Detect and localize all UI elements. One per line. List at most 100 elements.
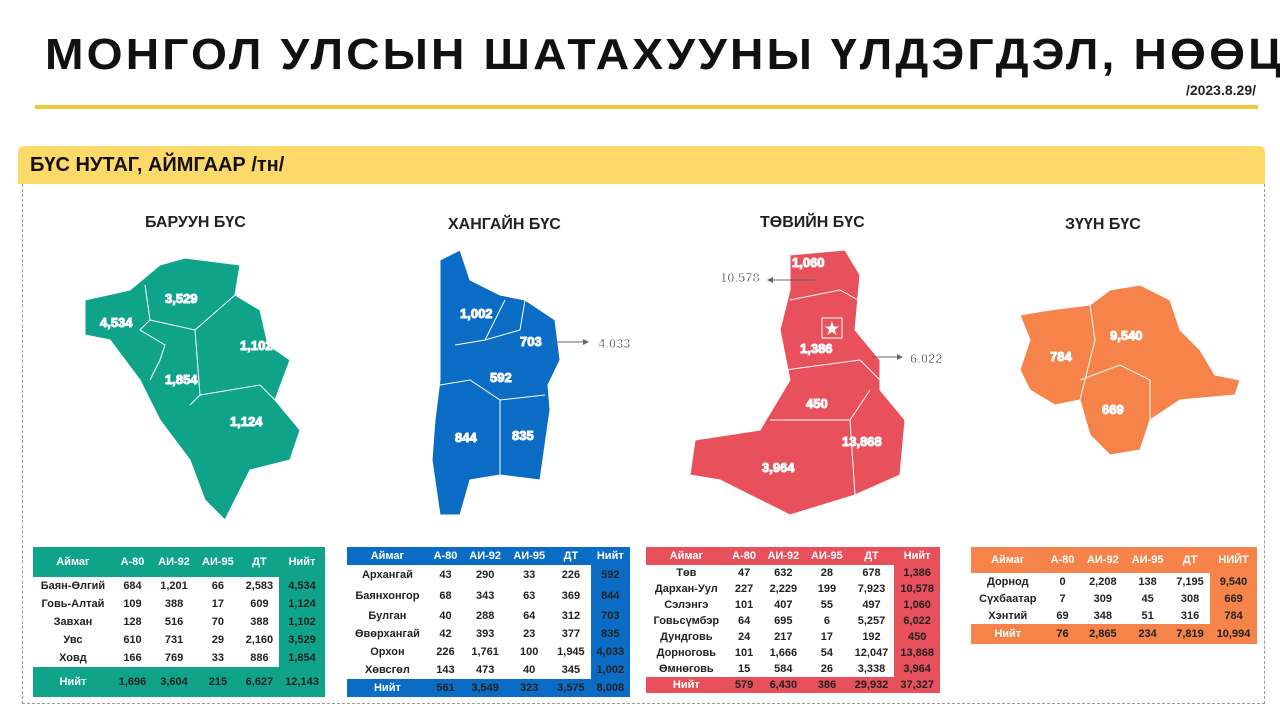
column-header: НИЙТ [1210, 547, 1257, 573]
cell: 2,583 [245, 580, 274, 592]
map-label: 6,022 [910, 351, 943, 366]
total-cell: Нийт [347, 679, 428, 697]
table-row: Төв 47 632 28 678 1,386 [646, 565, 940, 581]
map-label: 1,386 [800, 341, 833, 356]
cell: 3,338 [857, 663, 886, 675]
column-header: АИ-95 [805, 547, 849, 565]
cell: 2,160 [245, 634, 274, 646]
region-title-khangai: ХАНГАЙН БҮС [448, 216, 561, 233]
cell: 844 [590, 585, 630, 607]
cell: 40 [439, 610, 452, 622]
cell: 388 [250, 616, 269, 628]
table-row: Говьсүмбэр 64 695 6 5,257 6,022 [646, 613, 940, 629]
total-cell: 3,575 [551, 679, 591, 697]
aimag-name: Дархан-Уул [654, 583, 718, 595]
report-date: /2023.8.29/ [1185, 82, 1256, 98]
cell: 309 [1093, 592, 1112, 605]
cell: 226 [561, 569, 581, 581]
map-central: ★ 1,060 10,578 1,386 6,022 450 13,868 3,… [689, 249, 943, 516]
table-row: Баянхонгор 68 343 63 369 844 [347, 585, 630, 607]
cell: 6 [823, 615, 830, 627]
capital-star-icon: ★ [826, 321, 838, 336]
cell: 290 [475, 569, 495, 581]
column-header: Нийт [590, 547, 630, 565]
title-rule [35, 105, 1258, 109]
map-label: 450 [806, 396, 828, 411]
cell: 388 [164, 598, 184, 610]
column-header: А-80 [726, 547, 762, 565]
aimag-name: Хэнтий [988, 609, 1028, 622]
cell: 1,854 [279, 649, 325, 667]
cell: 308 [1180, 592, 1200, 605]
table-total-row: Нийт 76 2,865 234 7,819 10,994 [971, 624, 1257, 644]
total-cell: 3,549 [463, 679, 508, 697]
aimag-name: Говь-Алтай [41, 598, 105, 610]
total-cell: 6,627 [239, 667, 280, 697]
column-header: АИ-92 [152, 547, 196, 577]
cell: 33 [523, 569, 536, 581]
cell: 316 [1180, 609, 1200, 622]
table-row: Дорноговь 101 1,666 54 12,047 13,868 [646, 645, 940, 661]
total-cell: 8,008 [590, 679, 630, 697]
cell: 835 [590, 625, 630, 643]
map-label: 1,102 [240, 338, 273, 353]
cell: 584 [774, 663, 793, 675]
map-label: 1,124 [230, 414, 263, 429]
map-label: 1,002 [460, 306, 493, 321]
map-label: 4,534 [100, 315, 133, 330]
cell: 9,540 [1210, 573, 1257, 590]
table-row: Дархан-Уул 227 2,229 199 7,923 10,578 [646, 581, 940, 597]
total-cell: 3,604 [152, 667, 196, 697]
cell: 23 [523, 628, 536, 640]
cell: 3,529 [279, 631, 325, 649]
column-header: А-80 [1044, 547, 1081, 573]
total-cell: 37,327 [894, 677, 940, 693]
cell: 192 [862, 631, 881, 643]
cell: 4,534 [279, 577, 325, 595]
column-header: ДТ [848, 547, 895, 565]
cell: 217 [774, 631, 793, 643]
table-header: Аймаг А-80 АИ-92 АИ-95 ДТ Нийт [33, 547, 325, 577]
table-header: Аймаг А-80 АИ-92 АИ-95 ДТ Нийт [347, 547, 630, 565]
cell: 63 [523, 590, 536, 602]
table-row: Сүхбаатар 7 309 45 308 669 [971, 590, 1257, 607]
aimag-name: Увс [63, 634, 83, 646]
cell: 1,945 [557, 646, 585, 658]
column-header: Аймаг [971, 547, 1045, 573]
column-header: АИ-95 [1125, 547, 1170, 573]
total-cell: 7,819 [1170, 624, 1211, 644]
table-west: Аймаг А-80 АИ-92 АИ-95 ДТ Нийт Баян-Өлгий 684 1,… [33, 547, 325, 697]
cell: 70 [211, 616, 224, 628]
cell: 138 [1138, 575, 1157, 588]
table-total-row: Нийт 579 6,430 386 29,932 37,327 [646, 677, 940, 693]
cell: 55 [820, 599, 834, 611]
table-header: Аймаг А-80 АИ-92 АИ-95 ДТ Нийт [646, 547, 940, 565]
cell: 632 [774, 567, 793, 579]
cell: 1,124 [279, 595, 325, 613]
cell: 47 [737, 567, 751, 579]
column-header: АИ-92 [463, 547, 508, 565]
column-header: Аймаг [646, 547, 727, 565]
cell: 516 [164, 616, 184, 628]
cell: 166 [123, 652, 142, 664]
cell: 784 [1210, 607, 1257, 624]
cell: 377 [561, 628, 581, 640]
table-total-row: Нийт 1,696 3,604 215 6,627 12,143 [33, 667, 325, 697]
cell: 369 [561, 590, 581, 602]
column-header: А-80 [427, 547, 464, 565]
aimag-name: Өмнөговь [658, 663, 714, 675]
table-row: Өвөрхангай 42 393 23 377 835 [347, 625, 630, 643]
cell: 345 [561, 664, 581, 676]
cell: 731 [164, 634, 184, 646]
aimag-name: Сүхбаатар [979, 592, 1037, 605]
content-frame [22, 184, 1265, 704]
map-label: 3,529 [165, 291, 198, 306]
cell: 288 [475, 610, 495, 622]
aimag-name: Хөвсгөл [364, 664, 410, 676]
cell: 42 [439, 628, 452, 640]
cell: 17 [211, 598, 224, 610]
aimag-name: Баян-Өлгий [40, 580, 106, 592]
map-east: 784 9,540 669 [1019, 284, 1241, 456]
cell: 68 [439, 590, 452, 602]
column-header: ДТ [551, 547, 591, 565]
